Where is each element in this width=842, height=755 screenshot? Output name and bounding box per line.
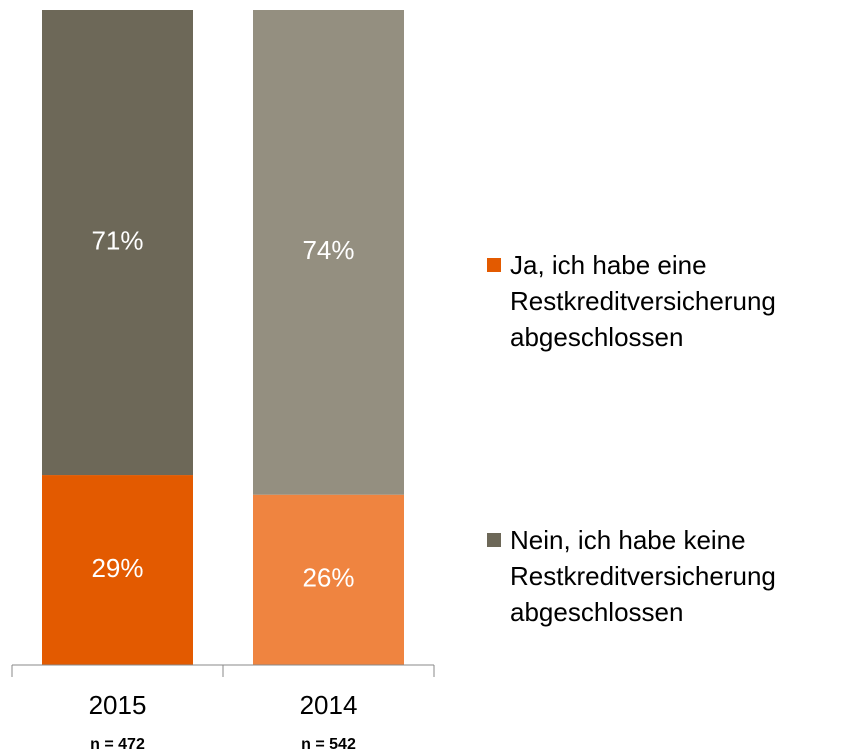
value-label: 74% xyxy=(302,235,354,265)
category-note: n = 472 xyxy=(90,736,145,753)
bar-segment xyxy=(253,10,404,495)
value-label: 26% xyxy=(302,563,354,593)
legend-swatch xyxy=(487,533,501,547)
bar-segment xyxy=(253,494,404,665)
x-tick-label: 2014 xyxy=(300,690,358,720)
legend-entry: Ja, ich habe eine Restkreditversicherung… xyxy=(487,247,840,355)
bar-segment xyxy=(42,10,193,476)
value-label: 29% xyxy=(91,553,143,583)
legend-label: Ja, ich habe eine Restkreditversicherung… xyxy=(510,250,776,352)
bar-segment xyxy=(42,475,193,665)
legend-entry: Nein, ich habe keine Restkreditversicher… xyxy=(487,522,840,630)
legend-label: Nein, ich habe keine Restkreditversicher… xyxy=(510,525,776,627)
category-note: n = 542 xyxy=(301,736,356,753)
legend-swatch xyxy=(487,258,501,272)
x-tick-label: 2015 xyxy=(89,690,147,720)
value-label: 71% xyxy=(91,225,143,255)
